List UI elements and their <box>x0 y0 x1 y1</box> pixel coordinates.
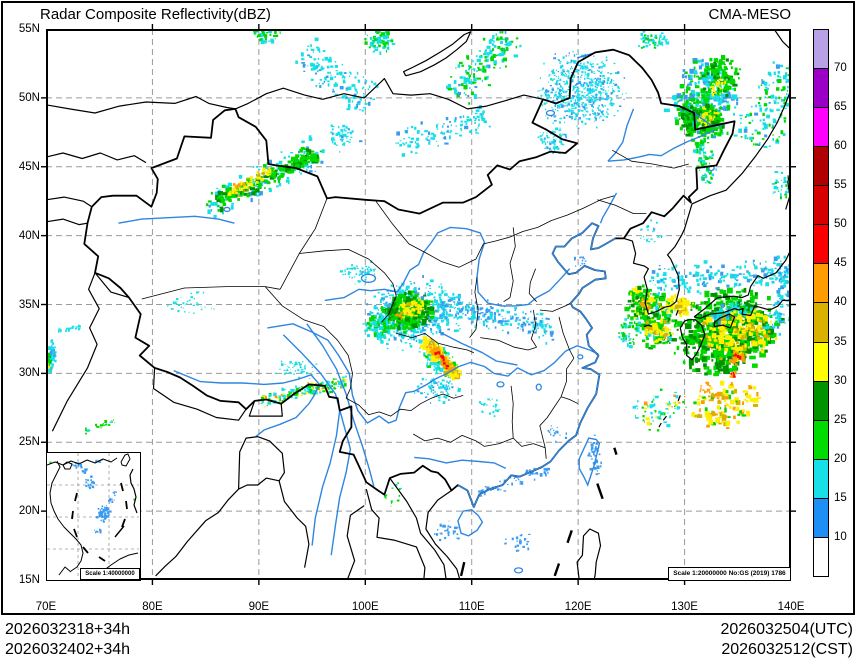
map-canvas <box>41 24 796 585</box>
colorbar-tick-label: 30 <box>834 375 847 387</box>
colorbar-tick-label: 35 <box>834 336 847 348</box>
colorbar-tick-label: 20 <box>834 453 847 465</box>
model-name-label: CMA-MESO <box>708 6 792 23</box>
lon-tick-label: 120E <box>564 601 592 613</box>
colorbar-tick-label: 45 <box>834 257 847 269</box>
footer-valid-cst: 2026032512(CST) <box>721 641 853 658</box>
colorbar-cell <box>813 185 829 225</box>
colorbar-tick-label: 70 <box>834 62 847 74</box>
lat-tick-label: 15N <box>18 574 40 586</box>
lon-tick-label: 110E <box>458 601 485 613</box>
colorbar-cell <box>813 224 829 264</box>
colorbar-tick-label: 40 <box>834 296 847 308</box>
lat-tick-label: 50N <box>18 91 40 104</box>
lon-tick-label: 80E <box>142 601 163 613</box>
colorbar-tick-label: 15 <box>834 492 847 504</box>
lon-tick-label: 70E <box>35 601 57 613</box>
map-scale-note: Scale 1:20000000 No:GS (2019) 1786 <box>668 567 791 581</box>
colorbar-tick-label: 10 <box>834 531 847 543</box>
outer-frame <box>1 1 855 615</box>
colorbar-tick-label: 60 <box>834 140 847 152</box>
radar-echo-layer <box>46 29 791 552</box>
map-frame <box>46 29 791 580</box>
inset-map-canvas <box>46 453 139 584</box>
colorbar-cell <box>813 498 829 538</box>
inset-svg <box>46 453 139 579</box>
lon-tick-label: 140E <box>777 601 805 613</box>
lat-tick-label: 25N <box>18 436 40 449</box>
lat-tick-label: 40N <box>18 229 40 242</box>
map-svg <box>41 24 796 585</box>
colorbar-cell <box>813 68 829 108</box>
lon-tick-label: 90E <box>248 601 270 613</box>
lat-tick-label: 55N <box>18 23 40 35</box>
colorbar-cell <box>813 302 829 343</box>
colorbar-tick-label: 50 <box>834 218 847 230</box>
lat-tick-label: 35N <box>18 298 40 311</box>
footer-init-cst: 2026032402+34h <box>5 641 131 658</box>
lat-tick-label: 30N <box>18 367 40 380</box>
colorbar-tick-label: 55 <box>834 179 847 191</box>
lon-tick-label: 100E <box>351 601 379 613</box>
footer-init-utc: 2026032318+34h <box>5 621 131 638</box>
lat-tick-label: 45N <box>18 160 40 173</box>
colorbar-cell <box>813 146 829 186</box>
colorbar-cell <box>813 381 829 421</box>
colorbar-tick-label: 25 <box>834 414 847 426</box>
page-title: Radar Composite Reflectivity(dBZ) <box>40 6 271 23</box>
colorbar-cell <box>813 107 829 147</box>
colorbar-tick-label: 65 <box>834 101 847 113</box>
footer-valid-utc: 2026032504(UTC) <box>720 621 853 638</box>
colorbar-cell <box>813 342 829 382</box>
south-china-sea-inset: Scale 1:40000000 <box>46 452 141 581</box>
colorbar-cell <box>813 29 829 69</box>
colorbar-cell <box>813 537 829 577</box>
lon-tick-label: 130E <box>671 601 698 613</box>
colorbar-cell <box>813 420 829 460</box>
colorbar-cell <box>813 263 829 303</box>
geography-layer <box>46 29 791 580</box>
inset-scale-note: Scale 1:40000000 <box>80 568 140 580</box>
lat-tick-label: 20N <box>18 505 40 518</box>
colorbar-cell <box>813 459 829 499</box>
